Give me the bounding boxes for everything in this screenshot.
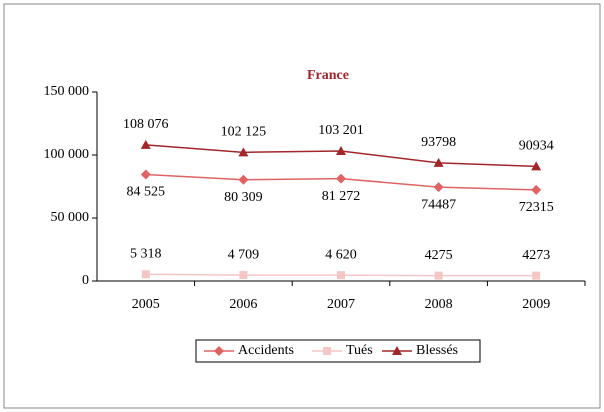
legend-label: Blessés — [416, 343, 458, 358]
point — [238, 147, 249, 157]
data-label: 4 709 — [228, 247, 260, 262]
data-label: 93798 — [421, 135, 456, 150]
point — [531, 161, 542, 171]
data-label: 4273 — [522, 248, 550, 263]
data-label: 102 125 — [221, 125, 267, 140]
data-label: 108 076 — [123, 117, 169, 132]
y-tick-label: 150 000 — [44, 84, 90, 99]
point — [392, 346, 402, 355]
data-label: 4 620 — [325, 247, 357, 262]
point — [140, 169, 151, 180]
point — [141, 270, 150, 279]
data-label: 80 309 — [224, 190, 263, 205]
point — [336, 173, 346, 184]
y-tick-label: 50 000 — [51, 210, 90, 225]
x-tick-label: 2005 — [132, 297, 160, 312]
point — [214, 346, 224, 356]
point — [433, 157, 444, 167]
point — [140, 139, 151, 149]
data-label: 72315 — [519, 200, 554, 215]
data-label: 74487 — [421, 197, 456, 212]
x-tick-label: 2006 — [229, 297, 257, 312]
data-label: 4275 — [425, 248, 453, 263]
data-label: 5 318 — [130, 247, 162, 262]
point — [532, 271, 541, 280]
data-label: 103 201 — [318, 123, 364, 138]
x-tick-label: 2007 — [327, 297, 355, 312]
point — [337, 271, 345, 280]
y-tick-label: 0 — [82, 273, 89, 288]
x-tick-label: 2008 — [425, 297, 453, 312]
legend-label: Accidents — [238, 343, 294, 358]
x-tick-label: 2009 — [522, 297, 550, 312]
legend-label: Tués — [346, 343, 373, 358]
point — [238, 174, 249, 185]
point — [239, 271, 248, 280]
point — [433, 182, 444, 193]
point — [323, 347, 331, 355]
chart-title: France — [307, 68, 349, 83]
data-label: 90934 — [519, 139, 554, 154]
point — [531, 184, 542, 195]
point — [434, 271, 443, 280]
point — [336, 145, 346, 155]
data-label: 84 525 — [127, 185, 166, 200]
y-tick-label: 100 000 — [44, 147, 90, 162]
data-label: 81 272 — [322, 189, 361, 204]
